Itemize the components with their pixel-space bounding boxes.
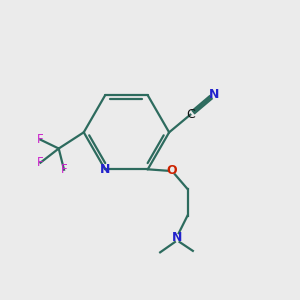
Text: O: O (166, 164, 177, 177)
Text: F: F (61, 163, 67, 176)
Text: F: F (37, 156, 44, 169)
Text: C: C (186, 108, 195, 121)
Text: N: N (209, 88, 219, 101)
Text: F: F (37, 133, 44, 146)
Text: N: N (172, 231, 182, 244)
Text: N: N (100, 163, 110, 176)
